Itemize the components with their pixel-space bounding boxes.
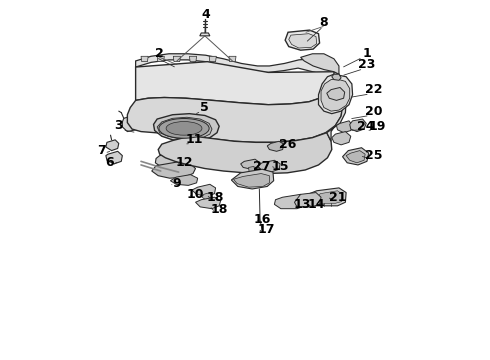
Polygon shape xyxy=(136,54,338,74)
Polygon shape xyxy=(241,159,260,169)
Polygon shape xyxy=(202,193,212,200)
Text: 10: 10 xyxy=(187,188,204,201)
Polygon shape xyxy=(192,184,216,196)
Polygon shape xyxy=(122,116,139,132)
Polygon shape xyxy=(173,56,180,62)
Polygon shape xyxy=(285,30,319,50)
Text: 1: 1 xyxy=(363,47,371,60)
Text: 23: 23 xyxy=(358,58,376,71)
Text: 9: 9 xyxy=(172,177,181,190)
Text: 24: 24 xyxy=(358,121,375,134)
Polygon shape xyxy=(294,193,321,207)
Polygon shape xyxy=(229,56,236,62)
Text: 21: 21 xyxy=(329,191,347,204)
Ellipse shape xyxy=(159,118,209,138)
Polygon shape xyxy=(190,56,196,62)
Polygon shape xyxy=(200,33,210,36)
Polygon shape xyxy=(157,56,164,62)
Polygon shape xyxy=(309,188,346,206)
Text: 7: 7 xyxy=(97,144,106,157)
Text: 5: 5 xyxy=(200,101,209,114)
Ellipse shape xyxy=(166,122,202,135)
Polygon shape xyxy=(332,132,351,145)
Polygon shape xyxy=(127,90,343,142)
Text: 16: 16 xyxy=(253,213,271,226)
Polygon shape xyxy=(350,119,366,132)
Polygon shape xyxy=(274,194,307,209)
Polygon shape xyxy=(318,74,353,114)
Polygon shape xyxy=(231,169,274,189)
Text: 18: 18 xyxy=(207,191,224,204)
Text: 6: 6 xyxy=(105,156,114,169)
Text: 8: 8 xyxy=(319,16,328,29)
Text: 19: 19 xyxy=(369,121,387,134)
Polygon shape xyxy=(171,175,197,185)
Polygon shape xyxy=(327,72,346,141)
Polygon shape xyxy=(157,117,212,139)
Polygon shape xyxy=(196,197,220,209)
Polygon shape xyxy=(209,56,216,62)
Polygon shape xyxy=(258,160,280,172)
Text: 27: 27 xyxy=(253,160,271,173)
Polygon shape xyxy=(181,141,194,148)
Polygon shape xyxy=(267,141,284,151)
Polygon shape xyxy=(337,121,353,133)
Text: 20: 20 xyxy=(366,105,383,118)
Text: 12: 12 xyxy=(175,156,193,169)
Polygon shape xyxy=(332,74,341,80)
Text: 26: 26 xyxy=(279,138,297,150)
Polygon shape xyxy=(315,191,343,203)
Polygon shape xyxy=(300,54,339,74)
Text: 18: 18 xyxy=(211,203,228,216)
Polygon shape xyxy=(289,34,317,48)
Polygon shape xyxy=(327,87,344,100)
Text: 15: 15 xyxy=(271,160,289,173)
Text: 3: 3 xyxy=(115,119,123,132)
Polygon shape xyxy=(106,151,122,164)
Polygon shape xyxy=(346,150,365,163)
Polygon shape xyxy=(158,133,332,174)
Text: 14: 14 xyxy=(308,198,325,211)
Polygon shape xyxy=(234,174,270,187)
Polygon shape xyxy=(153,114,219,141)
Polygon shape xyxy=(106,140,119,150)
Text: 13: 13 xyxy=(294,198,311,211)
Text: 25: 25 xyxy=(365,149,382,162)
Text: 2: 2 xyxy=(154,47,163,60)
Text: 17: 17 xyxy=(258,223,275,236)
Polygon shape xyxy=(172,139,197,150)
Polygon shape xyxy=(141,56,148,62)
Polygon shape xyxy=(155,153,188,167)
Polygon shape xyxy=(343,148,368,165)
Text: 22: 22 xyxy=(366,83,383,96)
Text: 11: 11 xyxy=(185,133,203,146)
Text: 4: 4 xyxy=(201,8,210,21)
Polygon shape xyxy=(136,62,339,105)
Polygon shape xyxy=(321,79,350,111)
Polygon shape xyxy=(152,162,196,178)
Polygon shape xyxy=(248,166,255,174)
Polygon shape xyxy=(183,105,200,118)
